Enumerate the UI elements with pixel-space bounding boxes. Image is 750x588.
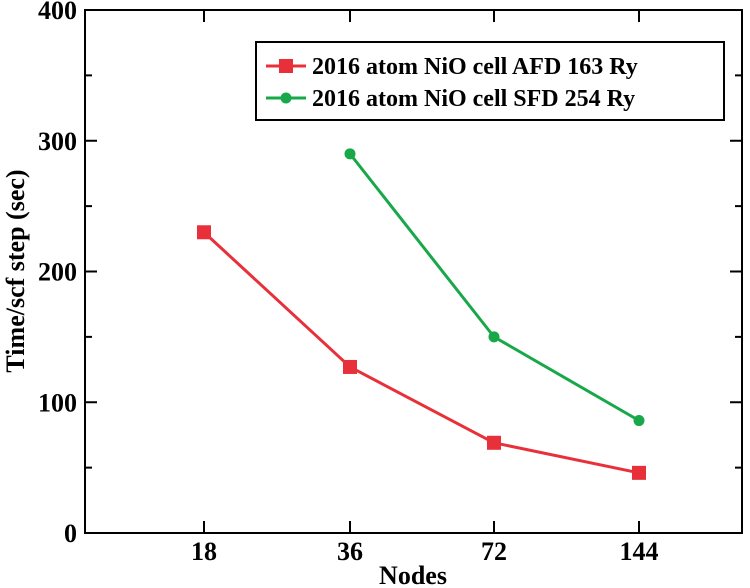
data-point-circle bbox=[344, 148, 356, 160]
y-tick-label: 300 bbox=[38, 127, 77, 156]
x-tick-label: 36 bbox=[337, 537, 363, 566]
y-tick-label: 400 bbox=[38, 0, 77, 25]
legend-marker-afd bbox=[279, 59, 293, 73]
y-tick-label: 100 bbox=[38, 388, 77, 417]
legend: 2016 atom NiO cell AFD 163 Ry 2016 atom … bbox=[255, 41, 725, 121]
legend-label-sfd: 2016 atom NiO cell SFD 254 Ry bbox=[312, 86, 635, 112]
data-point-square bbox=[487, 435, 501, 450]
x-tick-label: 72 bbox=[481, 537, 507, 566]
data-point-square bbox=[343, 359, 357, 374]
data-point-square bbox=[632, 465, 646, 480]
x-tick-label: 144 bbox=[620, 537, 659, 566]
y-axis-label: Time/scf step (sec) bbox=[1, 169, 30, 372]
y-tick-label: 0 bbox=[64, 519, 77, 548]
data-point-circle bbox=[488, 331, 500, 343]
series-layer bbox=[197, 148, 646, 480]
data-point-square bbox=[197, 225, 211, 240]
series-line-1 bbox=[348, 152, 640, 422]
series-line-0 bbox=[202, 231, 640, 475]
data-point-circle bbox=[633, 415, 645, 427]
legend-marker-sfd bbox=[280, 92, 292, 104]
x-tick-label: 18 bbox=[191, 537, 217, 566]
axis-ticks: 0 100 200 300 400 18 36 72 144 bbox=[38, 0, 742, 566]
y-tick-label: 200 bbox=[38, 258, 77, 287]
legend-box bbox=[255, 41, 725, 121]
x-axis-label: Nodes bbox=[379, 561, 447, 588]
legend-label-afd: 2016 atom NiO cell AFD 163 Ry bbox=[312, 54, 638, 80]
